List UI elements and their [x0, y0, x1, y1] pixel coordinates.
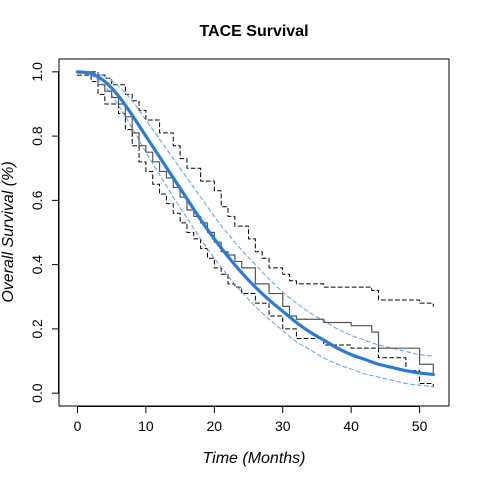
- chart-title: TACE Survival: [199, 23, 308, 40]
- x-axis-label: Time (Months): [203, 450, 306, 467]
- x-tick-label: 50: [412, 418, 428, 434]
- x-tick-label: 40: [343, 418, 359, 434]
- km-confidence-band: [76, 74, 434, 388]
- plot-frame: [58, 58, 450, 407]
- km-confidence-band: [76, 71, 434, 307]
- x-tick-label: 10: [138, 418, 154, 434]
- y-axis: 0.0 0.2 0.4 0.6 0.8 1.0: [29, 62, 59, 403]
- y-tick-label: 0.0: [29, 383, 45, 403]
- x-tick-label: 0: [74, 418, 82, 434]
- x-tick-label: 30: [275, 418, 291, 434]
- chart-series: [75, 70, 435, 388]
- fitted-confidence-band: [76, 71, 434, 357]
- y-tick-label: 0.2: [29, 319, 45, 339]
- x-axis: 0 10 20 30 40 50: [74, 406, 428, 434]
- y-tick-label: 0.4: [29, 255, 45, 275]
- y-tick-label: 1.0: [29, 62, 45, 82]
- fitted-confidence-band: [76, 71, 434, 388]
- fitted-survival-curve: [75, 70, 435, 377]
- y-axis-label: Overall Survival (%): [0, 161, 17, 302]
- y-tick-label: 0.6: [29, 190, 45, 210]
- km-survival-curve: [76, 71, 434, 375]
- x-tick-label: 20: [207, 418, 223, 434]
- y-tick-label: 0.8: [29, 126, 45, 146]
